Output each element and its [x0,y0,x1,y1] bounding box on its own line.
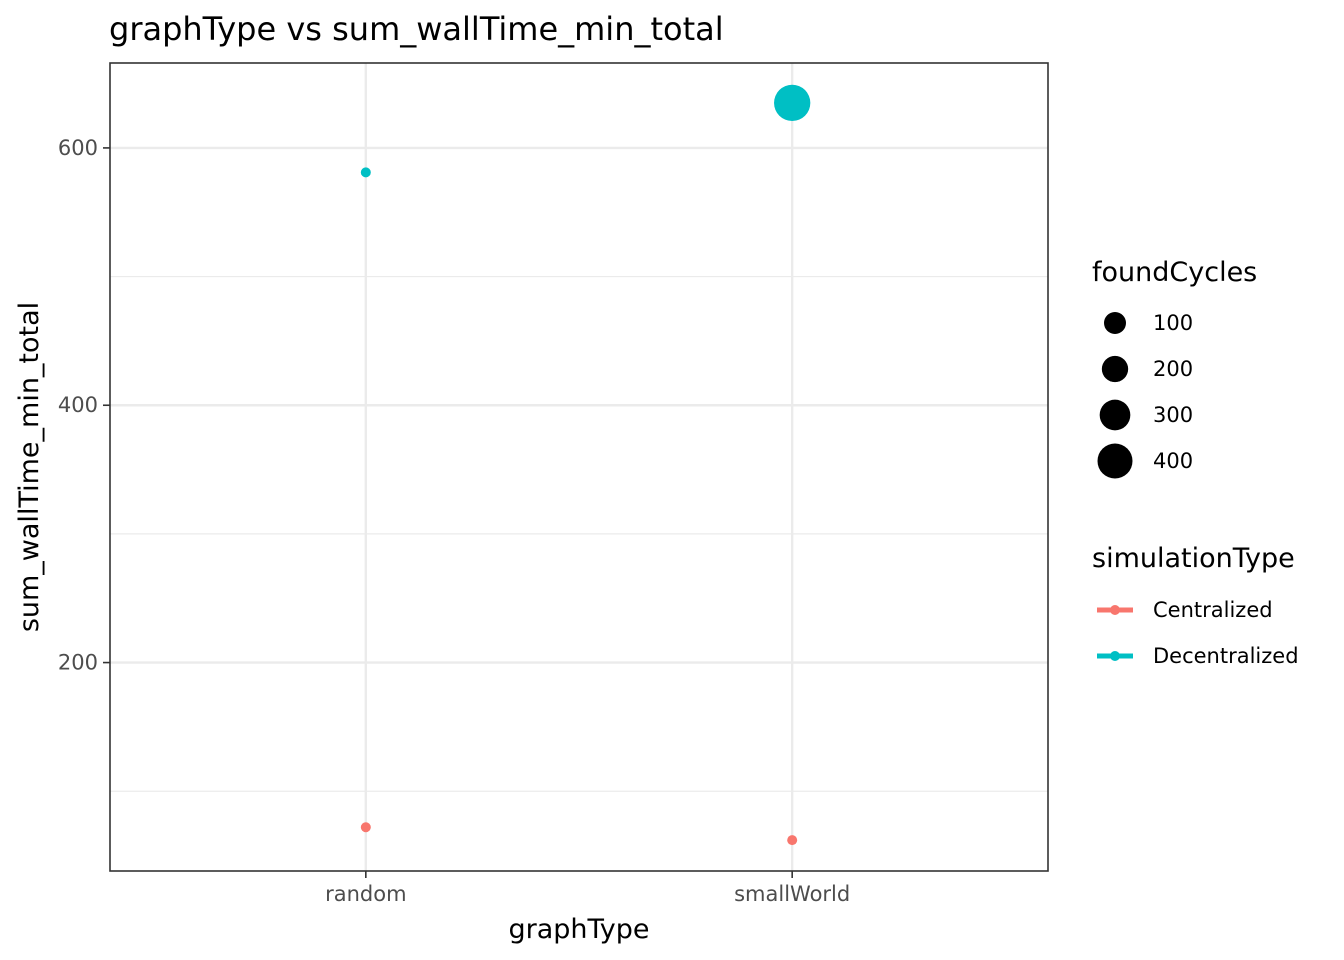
plot-panel [109,62,1049,872]
point-centralized [787,835,798,846]
color-legend-title: simulationType [1092,543,1295,574]
x-tick-label: smallWorld [734,882,850,906]
point-centralized [360,822,371,833]
y-tick-label: 600 [58,136,98,160]
x-axis: random smallWorld [325,871,850,906]
data-points [360,84,811,846]
chart-title: graphType vs sum_wallTime_min_total [109,10,724,48]
size-legend: foundCycles 100 200 300 400 [1092,257,1257,479]
size-legend-label: 400 [1153,449,1193,473]
size-legend-key [1099,399,1131,431]
x-axis-title: graphType [508,914,649,945]
point-decentralized [774,84,811,122]
color-legend-key [1110,651,1120,661]
y-tick-label: 400 [58,393,98,417]
plot-background [110,63,1048,871]
size-legend-key [1097,443,1133,479]
y-tick-label: 200 [58,651,98,675]
size-legend-key [1101,355,1129,383]
color-legend-label: Decentralized [1153,644,1299,668]
color-legend: simulationType Centralized Decentralized [1092,543,1299,668]
color-legend-label: Centralized [1153,598,1273,622]
x-tick-label: random [325,882,406,906]
y-axis: 200 400 600 [58,136,110,675]
size-legend-label: 300 [1153,403,1193,427]
minor-gridlines [110,275,1048,792]
point-decentralized [360,167,371,178]
size-legend-label: 200 [1153,357,1193,381]
y-axis-title: sum_wallTime_min_total [14,302,45,632]
size-legend-key [1104,312,1126,334]
major-gridlines [110,63,1048,871]
size-legend-label: 100 [1153,311,1193,335]
size-legend-title: foundCycles [1092,257,1257,288]
plot-border [109,62,1049,872]
color-legend-key [1110,605,1120,615]
